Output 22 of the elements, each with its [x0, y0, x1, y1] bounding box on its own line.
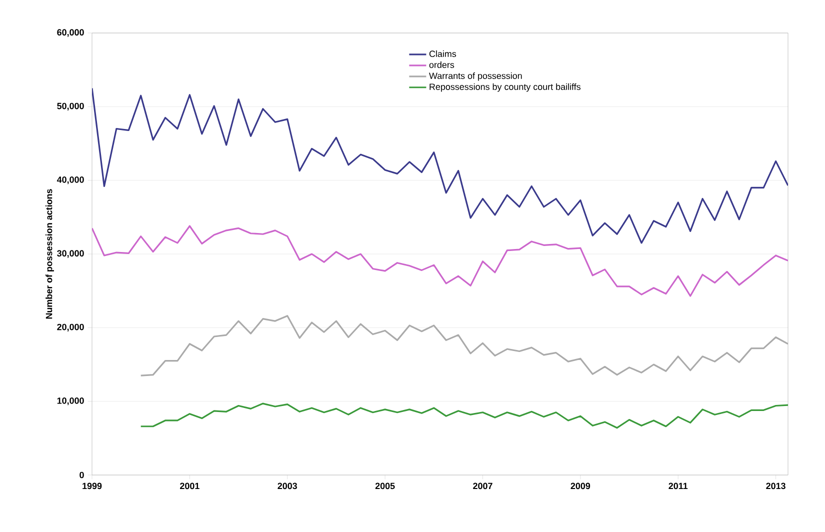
legend-label: Warrants of possession	[429, 72, 522, 81]
legend-label: Claims	[429, 50, 456, 58]
line-series	[140, 402, 788, 429]
x-tick-label: 2007	[473, 482, 492, 490]
y-tick-label: 40,000	[56, 176, 84, 184]
x-tick-label: 2003	[278, 482, 298, 490]
x-tick-label: 2013	[766, 482, 786, 490]
y-tick-label: 60,000	[57, 29, 84, 37]
x-tick-label: 2001	[180, 482, 200, 490]
legend-label: orders	[429, 61, 454, 68]
y-axis-title: Number of possession actions	[46, 189, 54, 319]
y-tick-label: 10,000	[57, 398, 84, 406]
line-series	[92, 225, 788, 297]
x-tick-label: 2011	[668, 482, 688, 490]
y-tick-label: 20,000	[57, 324, 84, 332]
legend-label: Repossessions by county court bailiffs	[430, 83, 580, 92]
y-tick-label: 0	[80, 472, 84, 478]
x-tick-label: 1999	[82, 482, 102, 490]
x-tick-label: 2009	[570, 482, 590, 490]
y-tick-label: 50,000	[57, 102, 84, 110]
x-tick-label: 2005	[375, 482, 395, 490]
y-tick-label: 30,000	[57, 250, 84, 258]
